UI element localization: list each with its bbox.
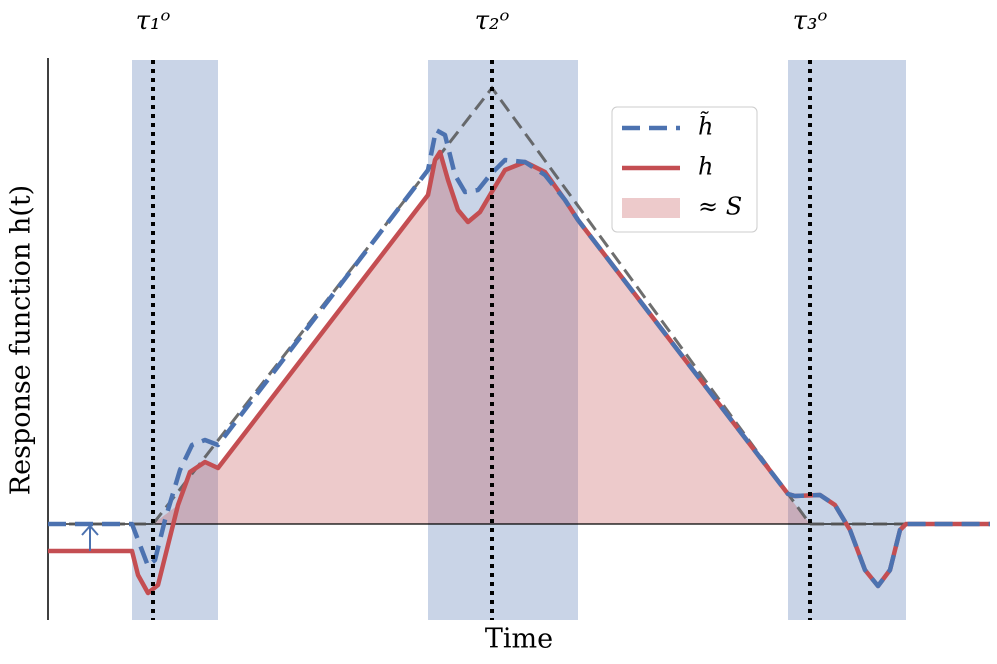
legend: h̃ h ≈ S	[611, 106, 758, 233]
legend-label: ≈ S	[698, 193, 742, 221]
line	[48, 127, 990, 589]
legend-swatch	[622, 198, 680, 218]
y-axis-label: Response function h(t)	[6, 185, 37, 495]
shaded-band	[132, 60, 218, 620]
shaded-band	[788, 60, 906, 620]
x-axis-label: Time	[485, 624, 553, 655]
marker-label: τ₁ᵒ	[136, 6, 171, 36]
area	[153, 152, 810, 524]
shaded-band	[428, 60, 578, 620]
arrowhead	[81, 524, 99, 536]
legend-box	[611, 106, 758, 233]
legend-label: h	[698, 153, 713, 181]
marker-label: τ₃ᵒ	[793, 6, 828, 36]
legend-label: h̃	[698, 111, 713, 140]
line	[48, 149, 990, 596]
marker-label: τ₂ᵒ	[475, 6, 510, 36]
